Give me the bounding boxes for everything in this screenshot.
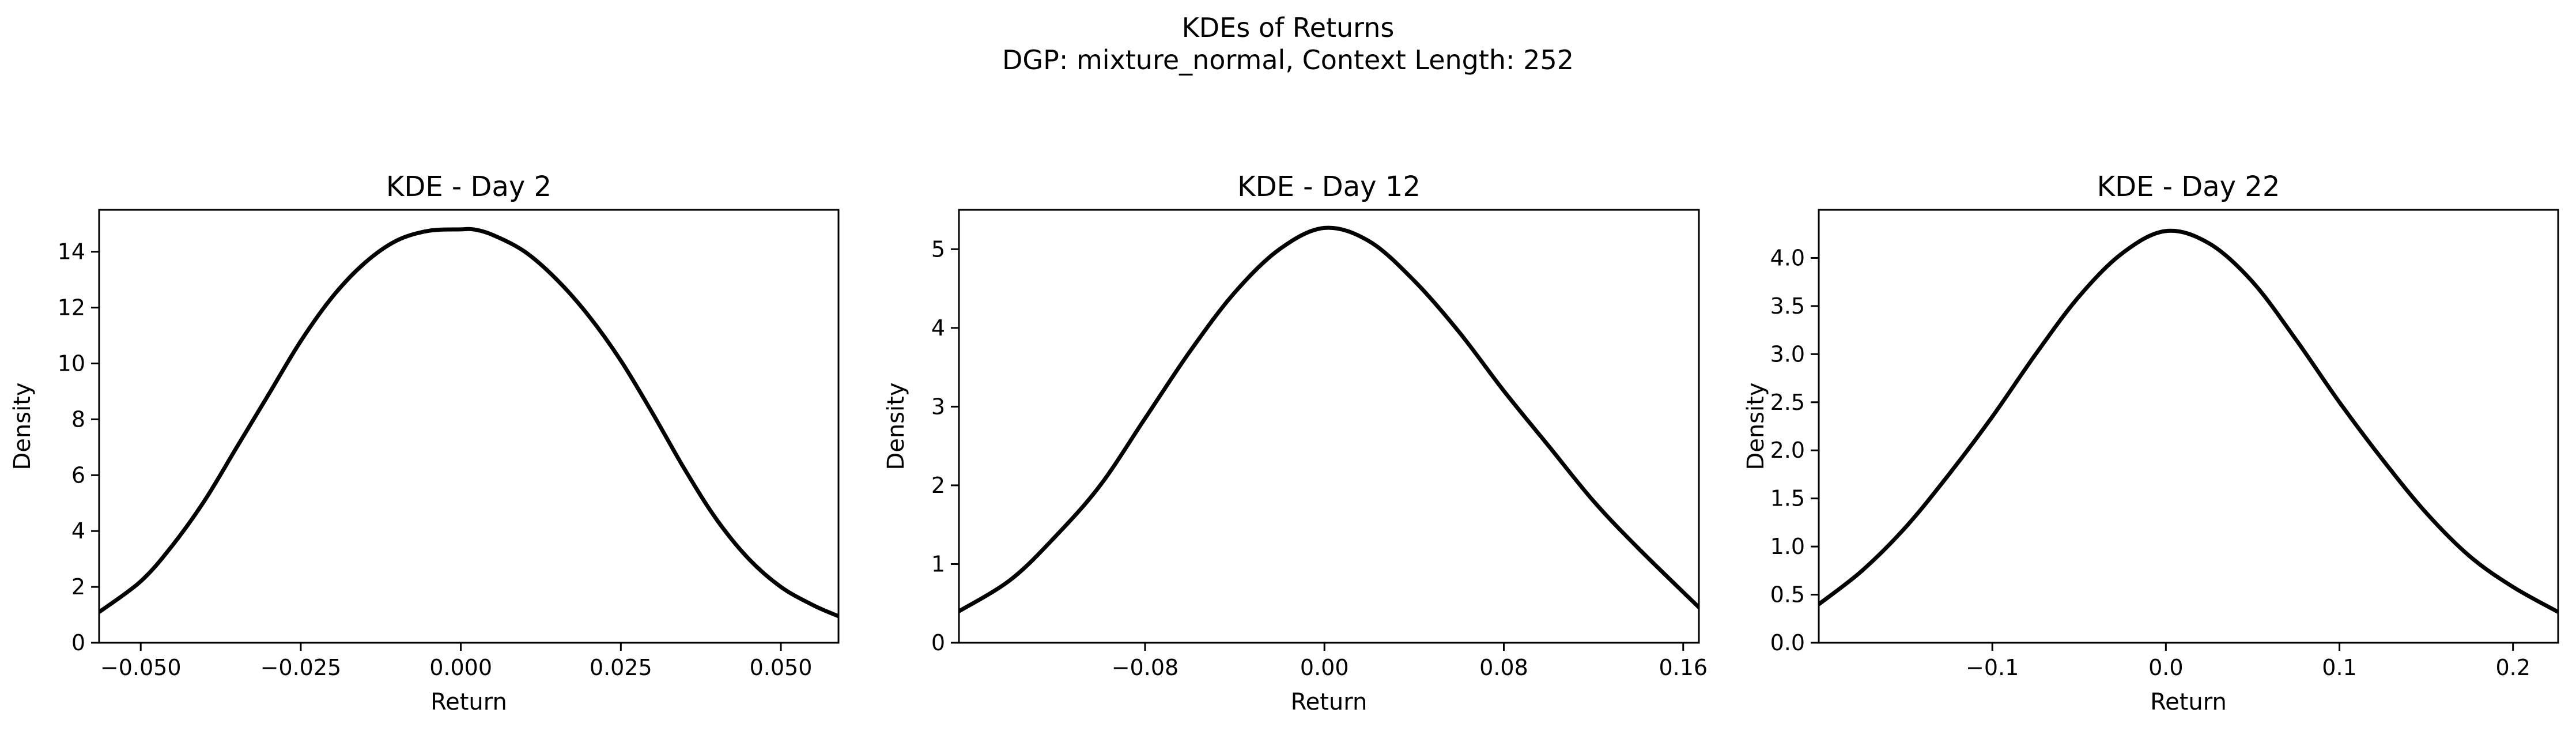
x-tick-label: 0.08 bbox=[1479, 655, 1528, 680]
subplot-2: −0.08 0.00 0.08 0.16 0 1 2 3 4 5 KDE - Day 12 Retur… bbox=[883, 171, 1708, 715]
y-tick-label: 0.5 bbox=[1770, 582, 1805, 608]
subplot-title: KDE - Day 12 bbox=[1237, 171, 1421, 203]
x-tick-label: 0.050 bbox=[750, 655, 813, 680]
y-tick-label: 1.0 bbox=[1770, 534, 1805, 559]
x-tick-label: 0.025 bbox=[590, 655, 652, 680]
y-tick-label: 8 bbox=[71, 406, 85, 432]
x-tick-label: 0.1 bbox=[2322, 655, 2356, 680]
y-tick-label: 0 bbox=[931, 630, 945, 655]
kde-curve bbox=[99, 227, 838, 619]
x-tick-label: 0.16 bbox=[1659, 655, 1708, 680]
y-tick-label: 4 bbox=[931, 315, 945, 341]
axes-container: −0.050 −0.025 0.000 0.025 0.05002468101214KD… bbox=[9, 171, 2559, 715]
y-axis-label: Density bbox=[883, 382, 909, 470]
y-tick-label: 0 bbox=[71, 630, 85, 655]
axes-frame bbox=[1818, 209, 2559, 644]
y-tick-label: 2 bbox=[71, 574, 85, 600]
kde-curve bbox=[1819, 228, 2558, 615]
y-tick-label: 1 bbox=[931, 551, 945, 576]
x-tick-label: 0.00 bbox=[1300, 655, 1349, 680]
y-tick-label: 2.0 bbox=[1770, 438, 1805, 463]
y-axis-label: Density bbox=[1743, 382, 1769, 470]
subplot-title: KDE - Day 22 bbox=[2097, 171, 2280, 203]
y-tick-label: 0.0 bbox=[1770, 630, 1805, 655]
axes-frame bbox=[98, 209, 840, 644]
axes-frame bbox=[958, 209, 1700, 644]
y-tick-label: 12 bbox=[58, 295, 85, 321]
x-tick-label: −0.1 bbox=[1966, 655, 2019, 680]
subplot-1: −0.050 −0.025 0.000 0.025 0.050 0 2 4 6 8 10 12 14 KD… bbox=[9, 171, 840, 715]
y-tick-label: 5 bbox=[931, 236, 945, 262]
y-tick-label: 2.5 bbox=[1770, 390, 1805, 415]
y-axis-label: Density bbox=[9, 382, 36, 470]
y-tick-label: 3 bbox=[931, 394, 945, 419]
y-tick-label: 14 bbox=[58, 239, 85, 265]
x-tick-label: −0.025 bbox=[260, 655, 342, 680]
figure-title: KDEs of Returns bbox=[1182, 12, 1395, 43]
x-tick-label: 0.0 bbox=[2148, 655, 2183, 680]
y-tick-label: 4.0 bbox=[1770, 245, 1805, 270]
y-tick-label: 3.0 bbox=[1770, 341, 1805, 367]
subplot-title: KDE - Day 2 bbox=[386, 171, 552, 203]
x-axis-label: Return bbox=[430, 689, 507, 715]
y-tick-label: 2 bbox=[931, 473, 945, 498]
subplot-3: −0.1 0.0 0.1 0.2 0.0 0.5 1.0 1.5 2.0 2.5 3.0 3.5 4.0… bbox=[1743, 171, 2559, 715]
x-axis-label: Return bbox=[1291, 689, 1368, 715]
figure-subtitle: DGP: mixture_normal, Context Length: 252 bbox=[1002, 44, 1574, 76]
y-tick-label: 4 bbox=[71, 518, 85, 544]
y-tick-label: 3.5 bbox=[1770, 293, 1805, 319]
x-tick-label: −0.08 bbox=[1112, 655, 1179, 680]
kde-curve bbox=[959, 225, 1699, 613]
x-tick-label: 0.000 bbox=[429, 655, 492, 680]
x-tick-label: 0.2 bbox=[2495, 655, 2530, 680]
y-tick-label: 10 bbox=[58, 350, 85, 376]
y-tick-label: 1.5 bbox=[1770, 486, 1805, 511]
y-tick-label: 6 bbox=[71, 462, 85, 488]
x-axis-label: Return bbox=[2150, 689, 2227, 715]
x-tick-label: −0.050 bbox=[100, 655, 182, 680]
